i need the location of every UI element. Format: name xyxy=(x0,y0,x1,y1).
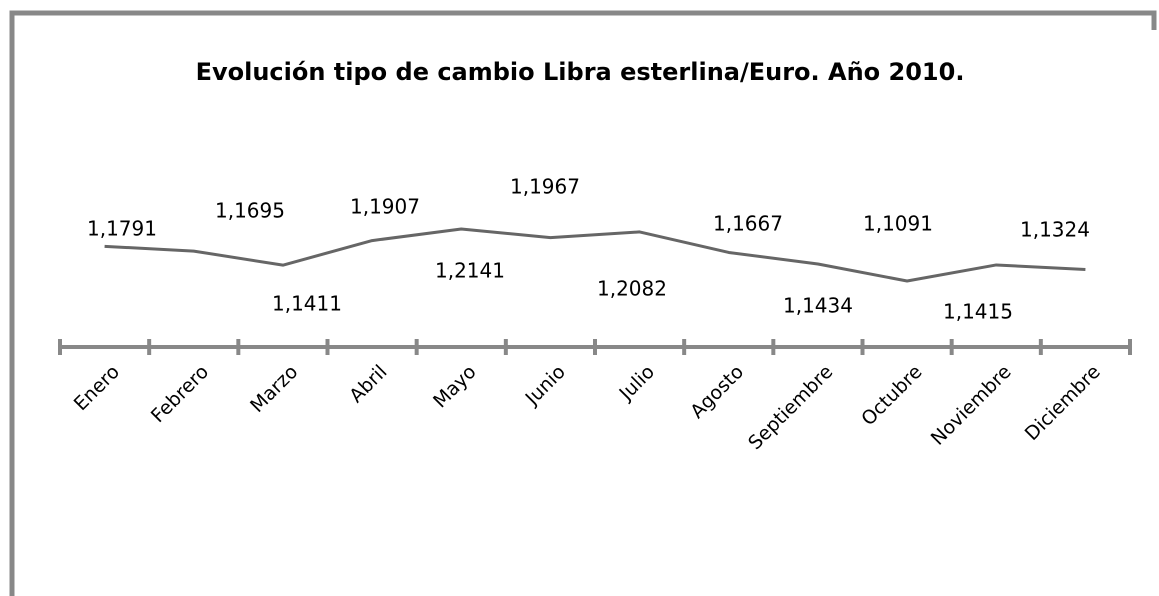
x-tick-label: Septiembre xyxy=(744,361,837,454)
data-label: 1,1434 xyxy=(783,294,853,318)
data-label: 1,1907 xyxy=(350,195,420,219)
chart-title: Evolución tipo de cambio Libra esterlina… xyxy=(196,58,965,86)
data-label: 1,2141 xyxy=(435,259,505,283)
data-label: 1,1695 xyxy=(215,199,285,223)
x-tick-label: Julio xyxy=(615,361,659,405)
x-tick-label: Junio xyxy=(521,361,570,410)
frame xyxy=(9,10,1157,596)
x-tick-label: Febrero xyxy=(147,361,213,427)
x-tick-label: Enero xyxy=(70,361,124,415)
x-tick-label: Octubre xyxy=(857,361,926,430)
x-tick-label: Diciembre xyxy=(1021,361,1105,445)
data-label: 1,1967 xyxy=(510,175,580,199)
data-label: 1,1411 xyxy=(272,292,342,316)
data-label: 1,1667 xyxy=(713,212,783,236)
x-tick-label: Mayo xyxy=(429,361,481,413)
x-tick-label: Noviembre xyxy=(927,361,1016,450)
data-label: 1,2082 xyxy=(597,277,667,301)
line xyxy=(104,227,1086,283)
data-label: 1,1091 xyxy=(863,212,933,236)
x-tick-label: Abril xyxy=(345,361,391,407)
data-label: 1,1415 xyxy=(943,300,1013,324)
data-label: 1,1324 xyxy=(1020,218,1090,242)
data-label: 1,1791 xyxy=(87,217,157,241)
x-tick-label: Marzo xyxy=(246,361,302,417)
x-tick-label: Agosto xyxy=(686,361,748,423)
